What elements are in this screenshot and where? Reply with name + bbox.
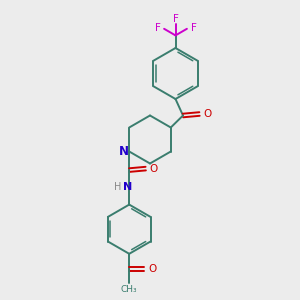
Text: F: F: [172, 14, 178, 24]
Text: N: N: [119, 145, 129, 158]
Text: O: O: [148, 264, 156, 274]
Text: F: F: [190, 23, 196, 33]
Text: O: O: [203, 109, 212, 119]
Text: O: O: [149, 164, 158, 174]
Text: CH₃: CH₃: [121, 285, 137, 294]
Text: F: F: [154, 23, 160, 33]
Text: N: N: [123, 182, 132, 192]
Text: H: H: [114, 182, 122, 192]
